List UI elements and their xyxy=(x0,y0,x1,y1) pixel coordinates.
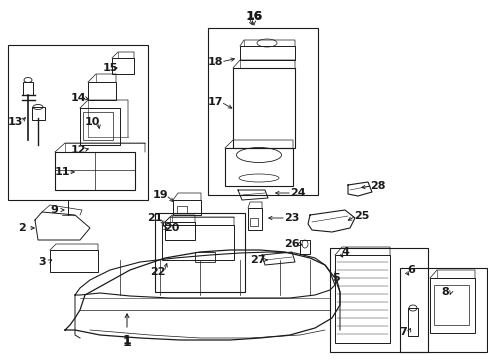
Bar xyxy=(88,82,116,100)
Bar xyxy=(195,252,215,262)
Text: 6: 6 xyxy=(406,265,414,275)
Bar xyxy=(240,46,294,60)
Bar xyxy=(232,68,294,148)
Text: 18: 18 xyxy=(207,57,223,67)
Bar xyxy=(155,213,244,292)
Text: 7: 7 xyxy=(398,327,406,337)
Text: 12: 12 xyxy=(70,145,85,155)
Text: 22: 22 xyxy=(150,267,165,277)
Text: 21: 21 xyxy=(147,213,163,223)
Text: 4: 4 xyxy=(340,247,348,257)
Bar xyxy=(433,285,468,325)
Bar xyxy=(247,208,262,230)
Bar xyxy=(162,225,234,260)
Text: 27: 27 xyxy=(250,255,265,265)
Bar xyxy=(32,107,45,120)
Bar xyxy=(299,240,309,254)
Bar xyxy=(329,248,427,352)
Text: 9: 9 xyxy=(50,205,58,215)
Text: 15: 15 xyxy=(102,63,118,73)
Text: 11: 11 xyxy=(54,167,70,177)
Bar xyxy=(249,218,258,226)
Bar xyxy=(83,112,113,140)
Text: 26: 26 xyxy=(284,239,299,249)
Bar xyxy=(112,58,134,74)
Bar xyxy=(224,148,292,186)
Bar xyxy=(334,255,389,343)
Text: 16: 16 xyxy=(245,9,262,22)
Bar xyxy=(23,82,33,95)
Text: 16: 16 xyxy=(245,11,261,21)
Text: 10: 10 xyxy=(84,117,100,127)
Bar xyxy=(8,45,148,200)
Text: 3: 3 xyxy=(38,257,46,267)
Text: 20: 20 xyxy=(164,223,179,233)
Text: 19: 19 xyxy=(152,190,167,200)
Bar xyxy=(429,278,474,333)
Text: 14: 14 xyxy=(70,93,85,103)
Text: 28: 28 xyxy=(369,181,385,191)
Bar xyxy=(50,250,98,272)
Text: 13: 13 xyxy=(7,117,22,127)
Bar xyxy=(164,222,195,240)
Bar xyxy=(173,200,201,215)
Text: 25: 25 xyxy=(354,211,369,221)
Text: 8: 8 xyxy=(440,287,448,297)
Text: 24: 24 xyxy=(289,188,305,198)
Bar xyxy=(207,28,317,195)
Bar xyxy=(407,308,417,336)
Text: 17: 17 xyxy=(207,97,223,107)
Bar xyxy=(177,206,186,213)
Bar xyxy=(55,152,135,190)
Text: 1: 1 xyxy=(122,336,131,348)
Text: 1: 1 xyxy=(122,333,131,346)
Text: 2: 2 xyxy=(18,223,26,233)
Text: 5: 5 xyxy=(331,273,339,283)
Bar xyxy=(399,268,486,352)
Text: 23: 23 xyxy=(284,213,299,223)
